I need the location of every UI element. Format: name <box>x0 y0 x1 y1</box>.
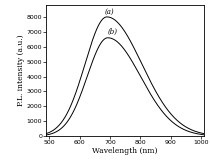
Text: (a): (a) <box>105 7 115 15</box>
Text: (b): (b) <box>108 28 118 36</box>
X-axis label: Wavelength (nm): Wavelength (nm) <box>92 147 158 155</box>
Y-axis label: P.L. intensity (a.u.): P.L. intensity (a.u.) <box>17 35 25 106</box>
